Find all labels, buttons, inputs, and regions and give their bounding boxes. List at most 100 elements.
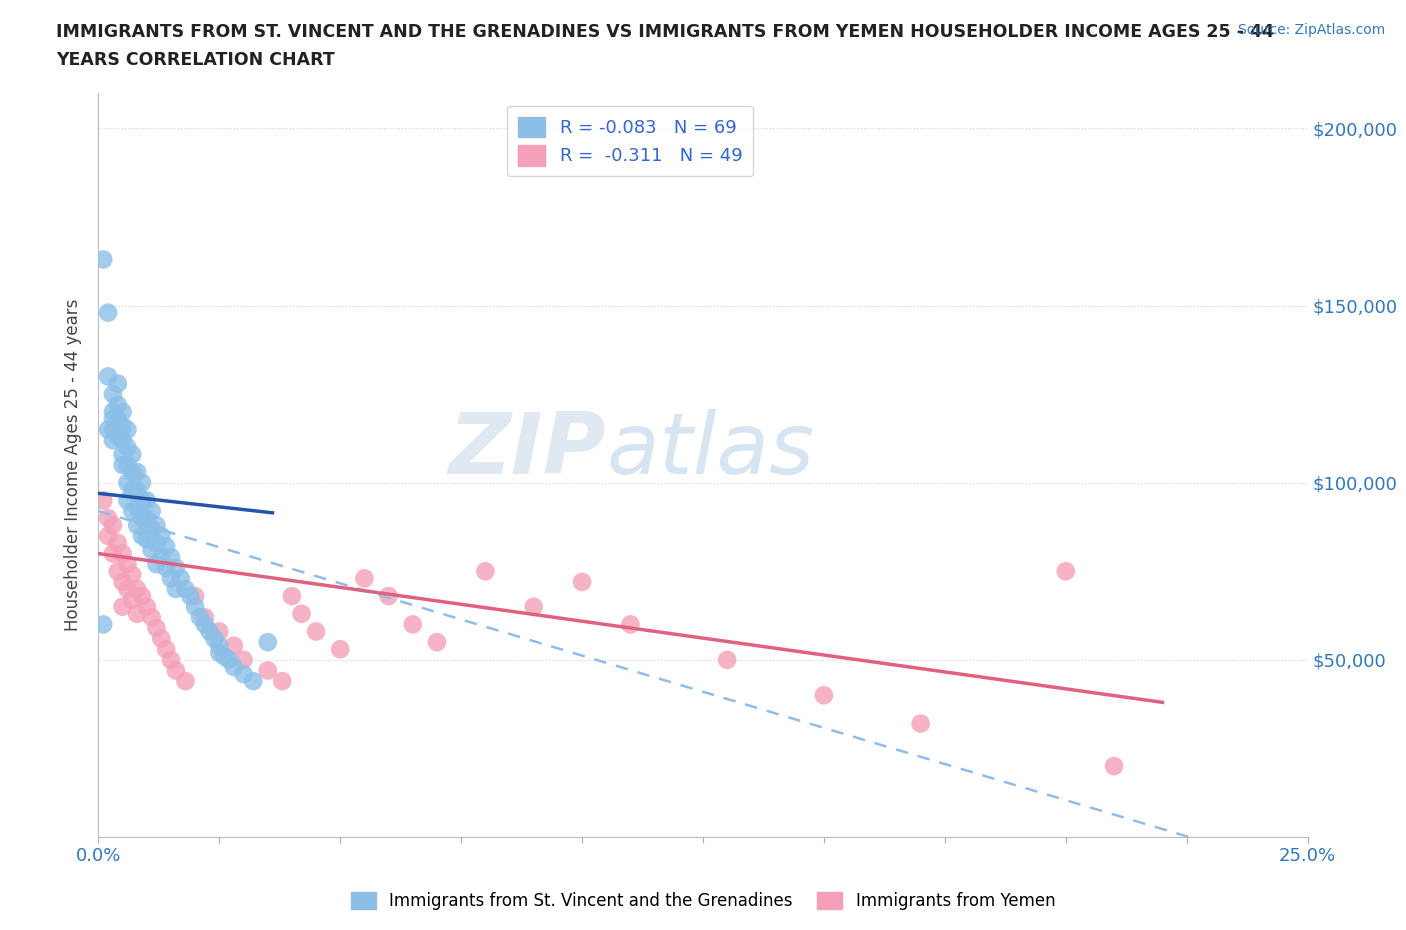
Point [121, 592, 143, 607]
Y-axis label: Householder Income Ages 25 - 44 years: Householder Income Ages 25 - 44 years [65, 299, 83, 631]
Point [256, 663, 278, 678]
Point [135, 493, 157, 508]
Point [141, 522, 163, 537]
Point [145, 518, 167, 533]
Point [145, 536, 167, 551]
Point [107, 397, 129, 412]
Point [377, 589, 399, 604]
Point [222, 659, 245, 674]
Point [107, 430, 129, 445]
Point [117, 493, 139, 508]
Point [155, 539, 177, 554]
Point [141, 542, 163, 557]
Text: IMMIGRANTS FROM ST. VINCENT AND THE GRENADINES VS IMMIGRANTS FROM YEMEN HOUSEHOL: IMMIGRANTS FROM ST. VINCENT AND THE GREN… [56, 23, 1274, 41]
Point [150, 631, 173, 646]
Point [208, 645, 231, 660]
Point [111, 458, 134, 472]
Point [188, 610, 211, 625]
Point [111, 546, 134, 561]
Point [127, 465, 149, 480]
Point [145, 620, 167, 635]
Point [179, 589, 201, 604]
Point [101, 546, 124, 561]
Point [329, 642, 352, 657]
Point [117, 475, 139, 490]
Point [91, 252, 114, 267]
Point [121, 483, 143, 498]
Point [101, 411, 124, 426]
Text: ZIP: ZIP [449, 408, 606, 492]
Point [121, 465, 143, 480]
Point [131, 589, 153, 604]
Point [107, 376, 129, 391]
Point [813, 688, 835, 703]
Point [256, 634, 278, 649]
Point [127, 606, 149, 621]
Point [160, 653, 183, 668]
Point [101, 405, 124, 419]
Point [281, 589, 304, 604]
Point [619, 617, 641, 631]
Point [107, 564, 129, 578]
Point [160, 550, 183, 565]
Point [150, 550, 173, 565]
Point [208, 638, 231, 653]
Point [194, 610, 217, 625]
Point [117, 422, 139, 437]
Point [111, 599, 134, 614]
Point [305, 624, 328, 639]
Point [208, 624, 231, 639]
Point [111, 405, 134, 419]
Point [111, 418, 134, 433]
Point [135, 511, 157, 525]
Text: atlas: atlas [606, 408, 814, 492]
Point [204, 631, 226, 646]
Point [117, 581, 139, 596]
Point [184, 589, 207, 604]
Text: YEARS CORRELATION CHART: YEARS CORRELATION CHART [56, 51, 335, 69]
Point [91, 617, 114, 631]
Point [117, 440, 139, 455]
Point [135, 532, 157, 547]
Point [222, 638, 245, 653]
Point [571, 575, 593, 590]
Point [155, 560, 177, 575]
Point [194, 617, 217, 631]
Point [242, 673, 264, 688]
Point [165, 581, 187, 596]
Legend: R = -0.083   N = 69, R =  -0.311   N = 49: R = -0.083 N = 69, R = -0.311 N = 49 [508, 106, 754, 177]
Point [97, 511, 120, 525]
Point [101, 422, 124, 437]
Point [716, 653, 738, 668]
Point [169, 571, 191, 586]
Point [174, 673, 197, 688]
Point [290, 606, 312, 621]
Point [165, 663, 187, 678]
Point [165, 560, 187, 575]
Point [101, 518, 124, 533]
Point [1102, 759, 1125, 774]
Point [218, 653, 240, 668]
Point [101, 387, 124, 402]
Point [426, 634, 449, 649]
Point [174, 581, 197, 596]
Point [353, 571, 375, 586]
Point [97, 305, 120, 320]
Point [111, 575, 134, 590]
Point [121, 447, 143, 462]
Point [127, 581, 149, 596]
Point [127, 500, 149, 515]
Point [131, 528, 153, 543]
Point [184, 599, 207, 614]
Point [141, 610, 163, 625]
Legend: Immigrants from St. Vincent and the Grenadines, Immigrants from Yemen: Immigrants from St. Vincent and the Gren… [344, 885, 1062, 917]
Point [232, 653, 254, 668]
Point [131, 475, 153, 490]
Point [131, 493, 153, 508]
Point [271, 673, 294, 688]
Point [101, 432, 124, 447]
Point [131, 511, 153, 525]
Text: Source: ZipAtlas.com: Source: ZipAtlas.com [1237, 23, 1385, 37]
Point [1054, 564, 1077, 578]
Point [523, 599, 546, 614]
